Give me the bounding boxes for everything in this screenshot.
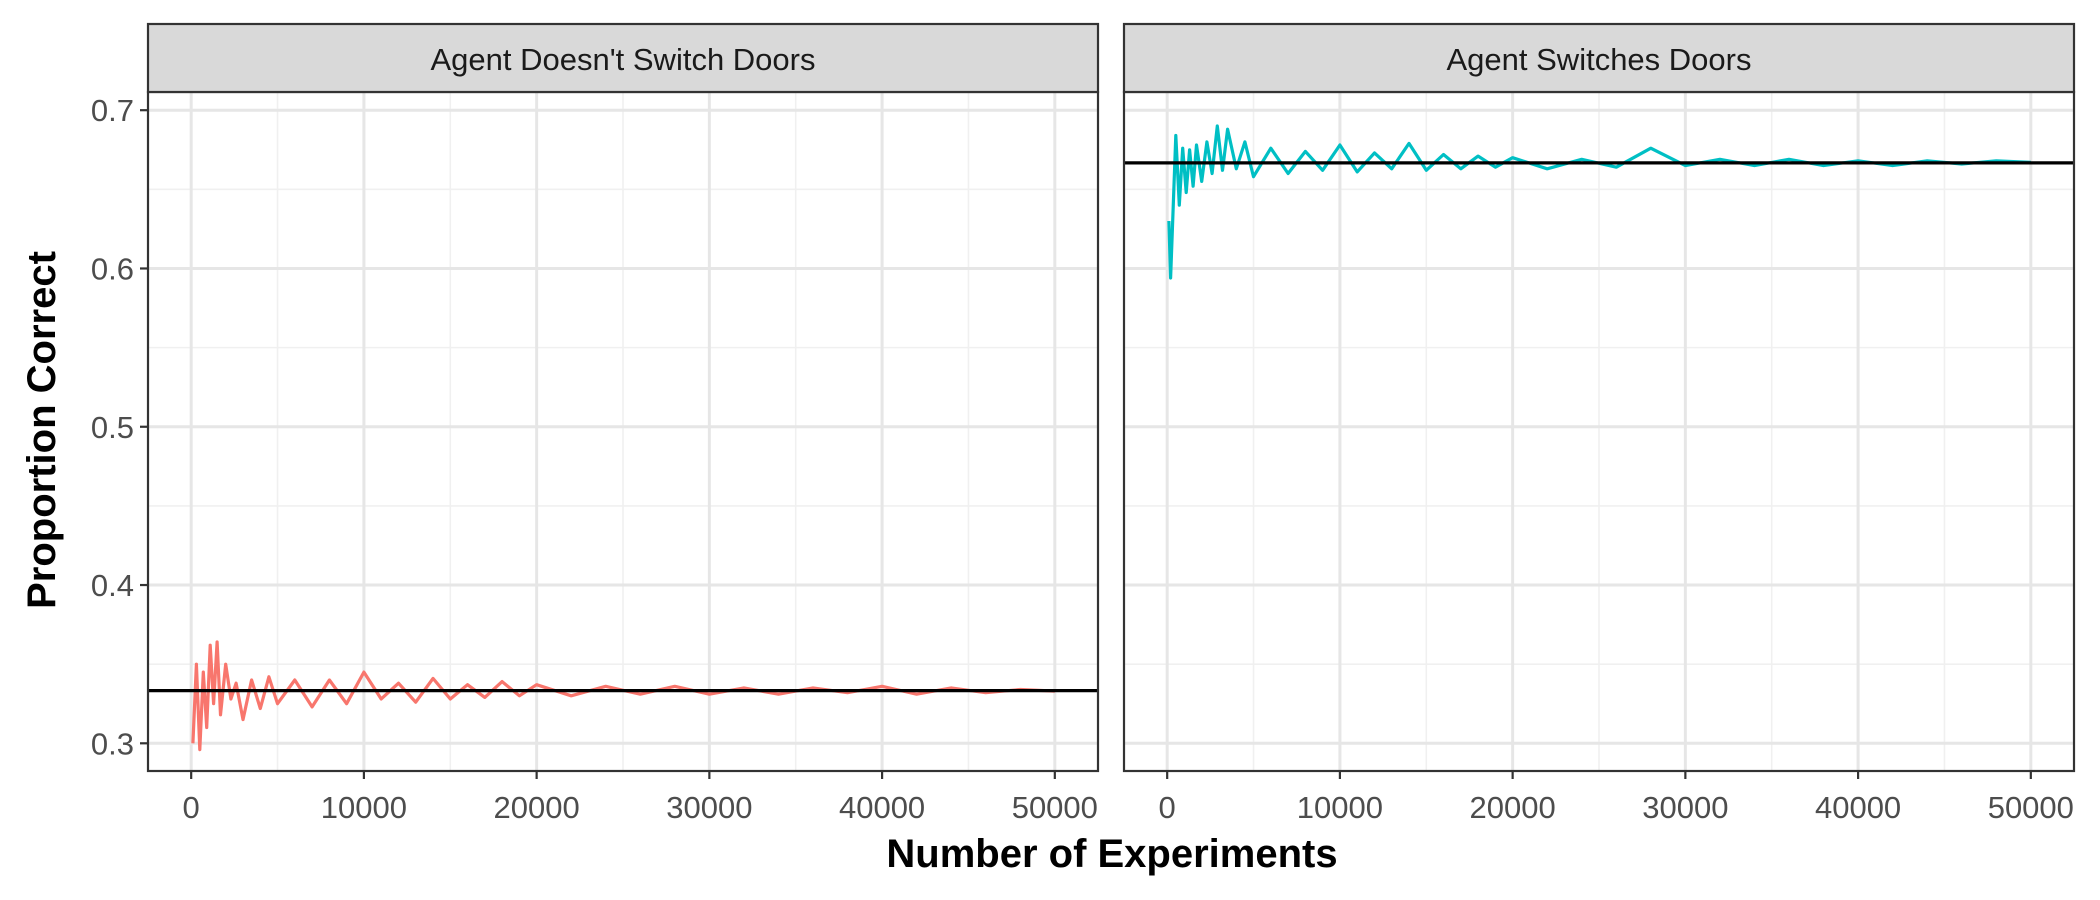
series-line [1167, 124, 2031, 280]
y-tick-label: 0.7 [91, 93, 134, 128]
y-axis-title: Proportion Correct [20, 251, 64, 609]
x-tick-label: 20000 [494, 790, 580, 825]
x-tick-label: 30000 [666, 790, 752, 825]
y-axis-ticks: 0.3 0.4 0.5 0.6 0.7 [91, 93, 148, 761]
x-tick-label: 50000 [1988, 790, 2074, 825]
x-tick-label: 10000 [321, 790, 407, 825]
panel-title: Agent Switches Doors [1447, 42, 1752, 77]
x-tick-label: 10000 [1297, 790, 1383, 825]
y-tick-label: 0.3 [91, 726, 134, 761]
strip-background [1122, 22, 2076, 94]
strip-background [146, 22, 1100, 94]
panels: Agent Doesn't Switch Doors 0 10000 20000 300… [146, 22, 2076, 825]
x-tick-label: 50000 [1012, 790, 1098, 825]
x-axis-title: Number of Experiments [886, 832, 1337, 876]
x-tick-label: 0 [1159, 790, 1176, 825]
x-tick-label: 30000 [1642, 790, 1728, 825]
y-tick-label: 0.6 [91, 251, 134, 286]
y-tick-label: 0.5 [91, 410, 134, 445]
panel-1: Agent Doesn't Switch Doors 0 10000 20000 300… [146, 22, 1100, 825]
y-tick-label: 0.4 [91, 568, 134, 603]
x-tick-label: 40000 [839, 790, 925, 825]
panel-title: Agent Doesn't Switch Doors [431, 42, 816, 77]
x-tick-label: 0 [183, 790, 200, 825]
panel-2: Agent Switches Doors 0 10000 20000 30000 4000… [1122, 22, 2076, 825]
x-tick-label: 40000 [1815, 790, 1901, 825]
x-tick-label: 20000 [1470, 790, 1556, 825]
